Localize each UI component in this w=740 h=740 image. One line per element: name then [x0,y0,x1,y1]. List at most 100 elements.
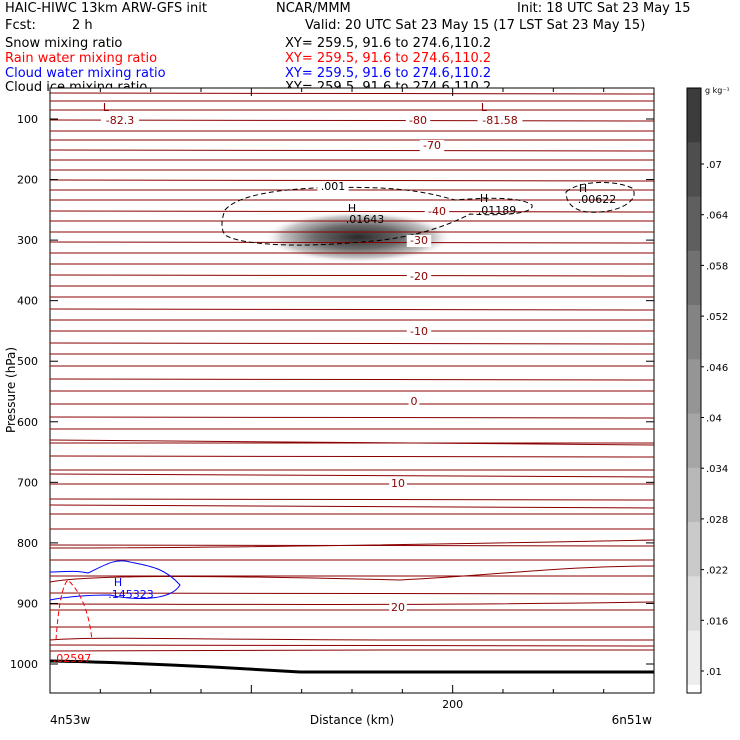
contour-label: -81.58 [482,114,517,127]
cloud-ice-shading [263,211,454,264]
temperature-contour-line [49,342,655,345]
colorbar: .07 .064 .058 .052 .046 .04 .034 .028 .022 .016 .0… [686,86,730,740]
temperature-contour-line [49,565,655,583]
temperature-contour-line [49,498,655,501]
extremum-marker: H [480,192,488,205]
mixing-ratio-contours [49,181,635,641]
label-background [424,206,450,218]
x-tick-label: 200 [442,698,463,711]
colorbar-swatch [687,413,701,469]
extremum-marker: H [348,202,356,215]
colorbar-frame [686,87,702,694]
temperature-contour-line [49,416,655,419]
colorbar-swatch [687,142,701,198]
colorbar-label: .028 [706,515,728,526]
temperature-contour-line [49,637,654,641]
y-tick-label: 700 [17,476,38,489]
y-tick-label: 900 [17,597,38,610]
temperature-contour-line [49,473,655,478]
cloud-ice-shading-blob [263,211,454,264]
colorbar-label: .01 [706,667,722,678]
colorbar-swatch [687,196,701,252]
rain-water-contour [55,579,93,641]
label-background [408,396,420,408]
y-tick-label: 800 [17,537,38,550]
temperature-contour-line [49,649,654,652]
colorbar-swatch [687,684,701,740]
temperature-contour-line [49,378,655,381]
field-xy-cloud-water: XY= 259.5, 91.6 to 274.6,110.2 [285,66,492,81]
y-tick-label: 400 [17,295,38,308]
contour-label: 0 [411,395,418,408]
y-axis-title: Pressure (hPa) [4,347,18,433]
extremum-value: .02597 [53,652,92,665]
extremum-value: .145323 [108,588,154,601]
contour-label: -80 [409,114,427,127]
colorbar-unit: g kg⁻¹ [705,86,730,95]
init-time: Init: 18 UTC Sat 23 May 15 [517,1,691,16]
temperature-contour-line [49,149,655,152]
y-tick-label: 200 [17,174,38,187]
temperature-contour-line [49,455,655,458]
temperature-contour-line [49,504,655,509]
temperature-contour-line [49,601,655,605]
label-background [317,181,349,193]
contour-label: -10 [410,325,428,338]
contour-label: 20 [391,601,405,614]
contour-label: 10 [391,477,405,490]
temperature-contour-line [49,210,655,213]
label-background [477,115,523,127]
field-xy-rain: XY= 259.5, 91.6 to 274.6,110.2 [285,51,492,66]
snow-contour [565,181,635,213]
colorbar-swatch [687,522,701,577]
colorbar-swatch [687,305,701,360]
y-tick-label: 1000 [10,658,38,671]
x-axis-title: Distance (km) [310,713,394,727]
snow-contour [221,186,533,246]
temperature-contour-line [49,179,655,182]
colorbar-label: .064 [706,211,728,222]
colorbar-label: .046 [706,363,728,374]
temperature-contour-line [49,274,655,277]
x-right-location: 6n51w [612,713,653,727]
ground-surface-line [49,659,654,674]
label-background [389,478,407,490]
fcst-value: 2 h [72,18,93,33]
org-label: NCAR/MMM [276,1,351,16]
temperature-contours [49,92,655,674]
y-tick-label: 300 [17,234,38,247]
model-title: HAIC-HIWC 13km ARW-GFS init [5,1,207,16]
label-background [389,602,407,614]
contour-label: -40 [428,205,446,218]
axes: 1002003004005006007008009001000200Distan… [4,88,655,727]
label-background [406,235,432,247]
colorbar-swatch [687,467,701,523]
valid-time: Valid: 20 UTC Sat 23 May 15 (17 LST Sat … [305,18,646,33]
temperature-contour-line [49,92,655,95]
contour-label: -70 [423,139,441,152]
field-xy-snow: XY= 259.5, 91.6 to 274.6,110.2 [285,36,492,51]
temperature-contour-line [49,308,655,311]
colorbar-label: .058 [706,261,728,272]
contour-label: -82.3 [106,114,134,127]
extremum-marker: L [103,101,110,114]
extremum-value: .01643 [346,213,385,226]
extremum-marker: H [114,576,122,589]
cloud-water-contour [49,560,181,601]
colorbar-swatch [687,88,701,143]
label-background [405,115,431,127]
temperature-contour-line [49,119,655,122]
colorbar-label: .016 [706,616,728,627]
y-tick-label: 100 [17,113,38,126]
label-background [419,140,445,152]
y-tick-label: 600 [17,416,38,429]
temperature-contour-line [49,592,655,595]
label-background [406,271,432,283]
fcst-label: Fcst: [5,18,36,33]
colorbar-label: .04 [706,414,722,425]
contour-label: -30 [410,234,428,247]
colorbar-swatch [687,250,701,306]
extremum-value: .00622 [578,193,617,206]
colorbar-swatch [687,630,701,686]
temperature-contour-line [49,539,655,549]
